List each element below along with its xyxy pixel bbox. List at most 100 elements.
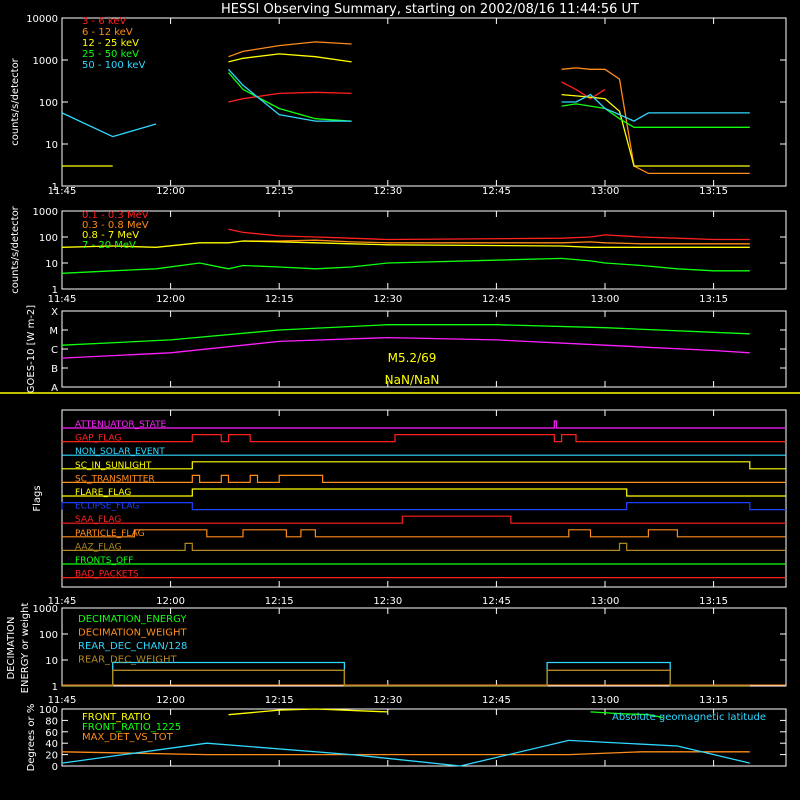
y-axis-label: Flags [32, 485, 43, 511]
x-tick-label: 13:15 [699, 186, 728, 197]
y-tick-label: 1 [52, 285, 58, 296]
panel-4: 11:45 12:00 12:15 12:30 12:45 13:00 13:15 Flags… [32, 409, 787, 607]
x-tick-label: 13:15 [699, 294, 728, 305]
x-tick-label: 12:15 [265, 695, 294, 706]
x-tick-label: 12:00 [156, 186, 185, 197]
panels: 11:45 12:00 12:15 12:30 12:45 13:00 13:1511010… [0, 14, 800, 773]
y-axis-label: counts/s/detector [10, 205, 21, 293]
series-line-0-8-7-mev [61, 240, 750, 248]
series-line-6-12-kev [228, 41, 750, 175]
y-axis-label: DECIMATION [6, 616, 17, 679]
x-tick-label: 13:00 [591, 596, 620, 607]
x-tick-label: 11:45 [48, 596, 77, 607]
legend-entry: MAX_DET_VS_TOT [82, 732, 174, 743]
y-tick-label: 100 [39, 233, 58, 244]
legend-entry: 7 - 20 MeV [82, 240, 136, 251]
x-tick-label: 12:45 [482, 294, 511, 305]
panel-frame [61, 409, 787, 588]
series-line-0-1-0-3-mev [228, 228, 750, 241]
series-line-rear-dec-weight [62, 669, 750, 687]
goes-nan-annotation: NaN/NaN [385, 373, 440, 387]
series-line-rear-dec-chan-128 [62, 661, 750, 687]
legend-entry: 0.8 - 7 MeV [82, 230, 139, 241]
legend-entry: DECIMATION_ENERGY [78, 614, 187, 625]
x-tick-label: 12:15 [265, 596, 294, 607]
x-tick-label: 12:00 [156, 294, 185, 305]
x-tick-label: 13:00 [591, 695, 620, 706]
flag-line [62, 529, 786, 538]
legend-entry: FRONT_RATIO [82, 712, 151, 723]
x-tick-label: 12:45 [482, 596, 511, 607]
flag-line [61, 502, 786, 511]
flag-label: FLARE_FLAG [75, 488, 131, 498]
y-tick-label: 100 [39, 630, 58, 641]
flag-line [62, 515, 786, 524]
legend-entry: 50 - 100 keV [82, 60, 146, 71]
flag-label: AAZ_FLAG [75, 542, 122, 552]
flag-label: SC_TRANSMITTER [75, 474, 155, 484]
series-line-front-ratio [228, 708, 388, 716]
y-tick-label: 1000 [33, 604, 58, 615]
legend-entry: 3 - 6 keV [82, 16, 126, 27]
y-tick-label: B [51, 364, 58, 375]
series-line-absolute-geomagnetic-latitude [61, 739, 750, 767]
y-axis-label: ENERGY or weight [20, 603, 31, 694]
panel-frame [61, 210, 787, 290]
y-tick-label: 60 [45, 728, 58, 739]
flag-label: ATTENUATOR_STATE [75, 420, 167, 430]
x-tick-label: 12:45 [482, 186, 511, 197]
panel-frame [61, 708, 787, 767]
y-axis-label: counts/s/detector [10, 57, 21, 145]
x-tick-label: 12:15 [265, 186, 294, 197]
series-line-7-20-mev [61, 257, 750, 274]
flag-label: ECLIPSE_FLAG [75, 502, 139, 512]
x-tick-label: 13:15 [699, 695, 728, 706]
series-line-0-3-0-8-mev [243, 239, 750, 245]
flag-label: BAD_PACKETS [75, 570, 139, 580]
series-line-magenta [61, 336, 750, 359]
x-tick-label: 13:00 [591, 186, 620, 197]
legend-entry: 0.1 - 0.3 MeV [82, 210, 149, 221]
flag-label: PARTICLE_FLAG [75, 529, 145, 539]
series-line-green [61, 324, 750, 346]
y-tick-label: 10 [45, 259, 58, 270]
flag-line [62, 474, 786, 483]
flag-line [62, 420, 786, 429]
panel-frame [61, 17, 787, 187]
flag-line [62, 542, 786, 551]
flag-label: GAP_FLAG [75, 434, 121, 444]
y-tick-label: 40 [45, 739, 58, 750]
panel-1: 11:45 12:00 12:15 12:30 12:45 13:00 13:15 1 10 10… [10, 14, 787, 197]
x-tick-label: 12:45 [482, 695, 511, 706]
y-tick-label: A [51, 383, 58, 394]
x-tick-label: 13:00 [591, 294, 620, 305]
x-tick-label: 12:30 [373, 186, 402, 197]
y-tick-label: 10 [45, 656, 58, 667]
flag-line [62, 434, 786, 443]
x-tick-label: 11:45 [48, 695, 77, 706]
y-tick-label: 0 [52, 762, 58, 773]
flag-label: FRONTS_OFF [75, 556, 133, 566]
legend-entry: DECIMATION_WEIGHT [78, 628, 187, 639]
legend-entry: REAR_DEC_WEIGHT [78, 655, 177, 666]
legend-entry: 25 - 50 keV [82, 49, 139, 60]
panel-2: 11:45 12:00 12:15 12:30 12:45 13:00 13:15 1 10 10… [10, 205, 787, 305]
y-axis-label: Degrees or % [26, 704, 37, 772]
x-tick-label: 13:15 [699, 596, 728, 607]
x-tick-label: 12:30 [373, 294, 402, 305]
y-tick-label: 100 [39, 98, 58, 109]
y-tick-label: C [51, 345, 58, 356]
x-tick-label: 11:45 [48, 294, 77, 305]
flag-line [62, 461, 786, 470]
y-tick-label: 1 [52, 682, 58, 693]
x-tick-label: 12:30 [373, 695, 402, 706]
series-line-12-25-kev [62, 53, 750, 167]
y-tick-label: 1 [52, 182, 58, 193]
legend-entry: FRONT_RATIO_1225 [82, 722, 181, 733]
y-tick-label: 100 [39, 705, 58, 716]
y-axis-label: GOES-10 [W m-2] [26, 305, 37, 393]
chart-title: HESSI Observing Summary, starting on 200… [221, 2, 639, 17]
x-tick-label: 12:00 [156, 695, 185, 706]
x-tick-label: 12:15 [265, 294, 294, 305]
